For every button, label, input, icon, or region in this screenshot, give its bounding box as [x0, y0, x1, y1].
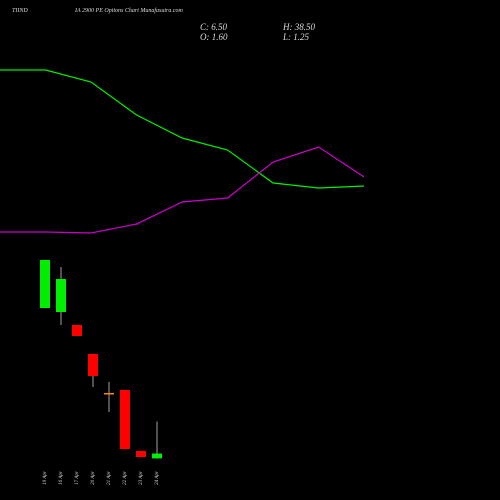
- candle-body: [120, 390, 130, 449]
- candle-body: [104, 393, 114, 395]
- title-left: TIIND: [12, 8, 28, 14]
- ohlc-label: H: 38.50: [282, 22, 315, 32]
- indicator-line: [0, 146, 365, 234]
- x-tick-label: 24 Apr: [155, 471, 160, 485]
- x-tick-label: 22 Apr: [123, 471, 128, 485]
- ohlc-label: O: 1.60: [200, 32, 228, 42]
- candle-body: [56, 279, 66, 312]
- x-tick-label: 20 Apr: [91, 471, 96, 485]
- x-tick-label: 16 Apr: [59, 471, 64, 485]
- x-tick-label: 19 Apr: [43, 471, 48, 485]
- ohlc-label: L: 1.25: [282, 32, 310, 42]
- candle-body: [72, 325, 82, 336]
- x-tick-label: 23 Apr: [139, 471, 144, 485]
- candle-body: [88, 354, 98, 376]
- x-tick-label: 17 Apr: [75, 471, 80, 485]
- indicator-line: [0, 69, 365, 189]
- chart-title: IA 2900 PE Options Chart Munafasutra.com: [74, 7, 184, 14]
- x-tick-label: 21 Apr: [107, 471, 112, 485]
- candle-body: [40, 260, 50, 308]
- candle-body: [136, 451, 146, 457]
- ohlc-label: C: 6.50: [200, 22, 228, 32]
- candle-body: [152, 453, 162, 459]
